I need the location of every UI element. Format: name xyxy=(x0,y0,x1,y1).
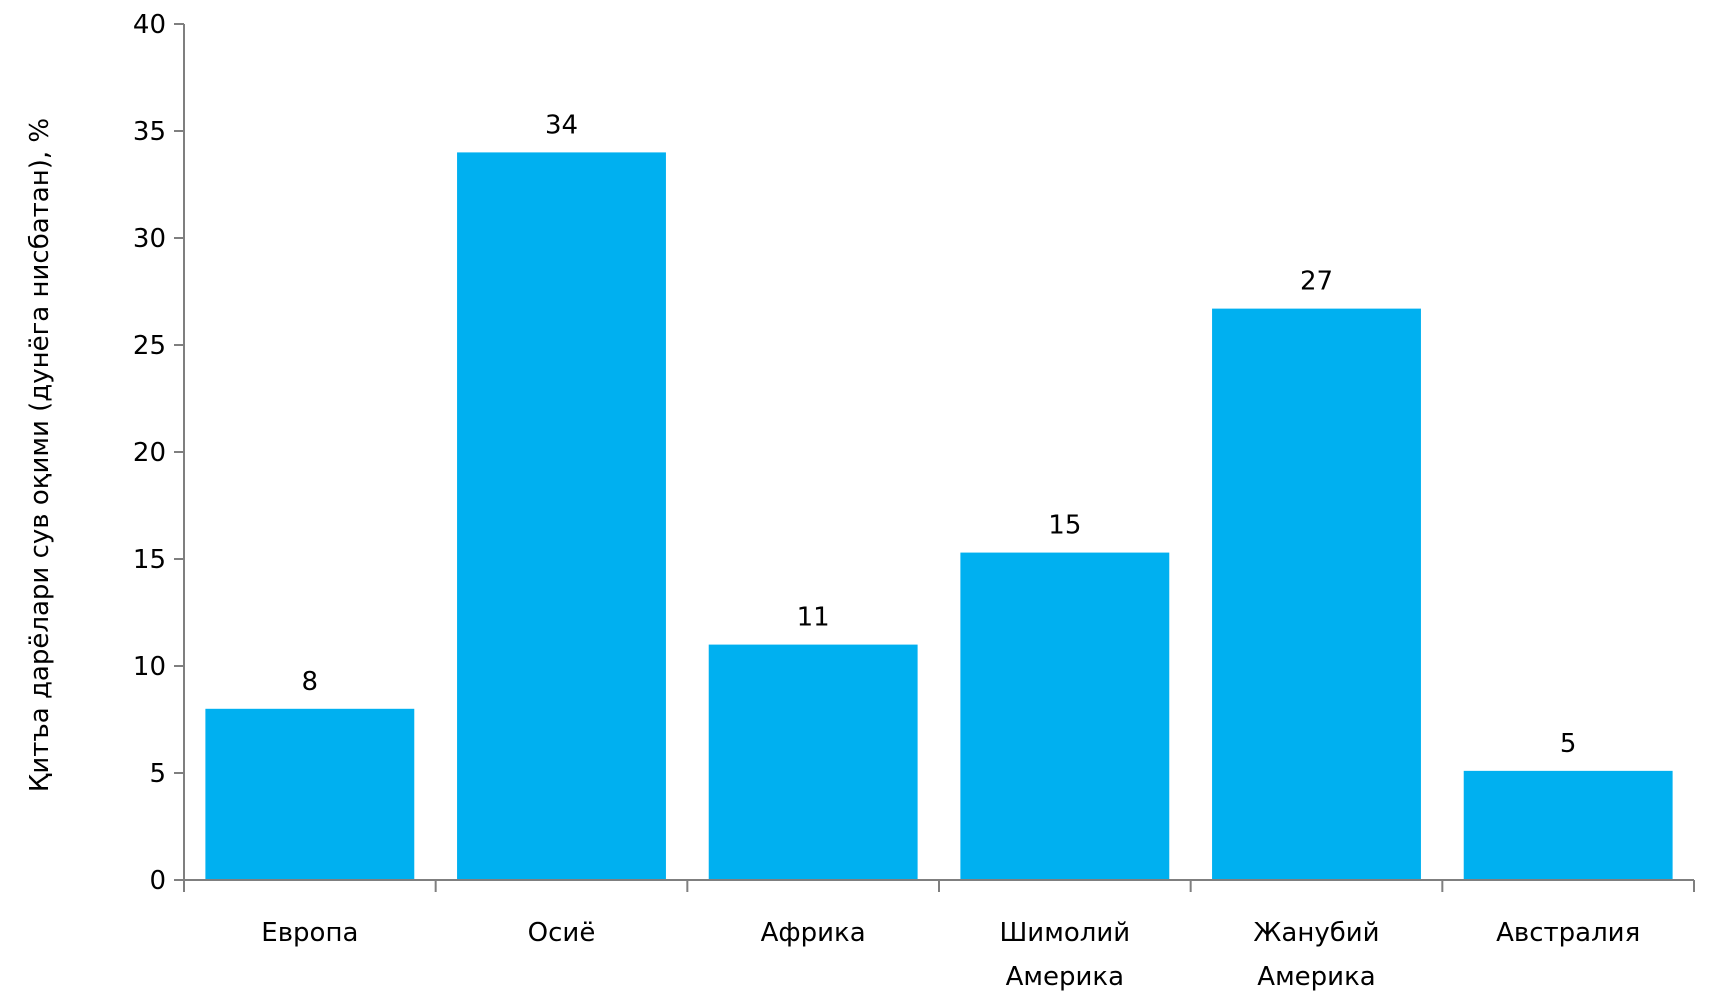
data-label: 15 xyxy=(1048,511,1081,541)
x-category-label: Осиё xyxy=(528,918,596,948)
x-category-label: Шимолий xyxy=(1000,918,1131,948)
x-category-label: Америка xyxy=(1257,962,1375,991)
y-axis-title: Қитъа дарёлари сув оқими (дунёга нисбата… xyxy=(25,118,55,792)
x-category-label: Австралия xyxy=(1496,918,1640,948)
bar xyxy=(457,152,666,880)
y-tick-label: 15 xyxy=(133,545,166,575)
bar xyxy=(960,552,1170,880)
y-axis-ticks: 0 5 10 15 20 25 30 35 40 xyxy=(133,10,1695,896)
bar xyxy=(708,644,918,880)
y-tick-label: 0 xyxy=(149,866,166,896)
data-label: 8 xyxy=(302,667,319,697)
y-tick-label: 25 xyxy=(133,331,166,361)
y-tick-label: 30 xyxy=(133,224,166,254)
y-tick-label: 35 xyxy=(133,117,166,147)
data-label: 27 xyxy=(1300,267,1333,297)
y-tick-label: 40 xyxy=(133,10,166,40)
data-label: 5 xyxy=(1560,729,1577,759)
x-axis-categories: Европа Осиё Африка Шимолий Америка Жанубий Аме… xyxy=(261,918,1640,991)
x-category-label: Жанубий xyxy=(1253,918,1379,948)
y-tick-label: 5 xyxy=(149,759,166,789)
y-tick-label: 20 xyxy=(133,438,166,468)
bar xyxy=(205,708,415,880)
y-tick-label: 10 xyxy=(133,652,166,682)
data-label: 11 xyxy=(797,603,830,633)
x-category-label: Африка xyxy=(761,918,866,948)
data-label: 34 xyxy=(545,110,578,140)
bar xyxy=(1463,770,1673,880)
x-category-label: Европа xyxy=(261,918,358,948)
data-labels: 8 34 11 15 27 5 xyxy=(302,110,1577,758)
x-category-label: Америка xyxy=(1006,962,1124,991)
bars xyxy=(205,152,1673,880)
bar xyxy=(1212,308,1421,880)
